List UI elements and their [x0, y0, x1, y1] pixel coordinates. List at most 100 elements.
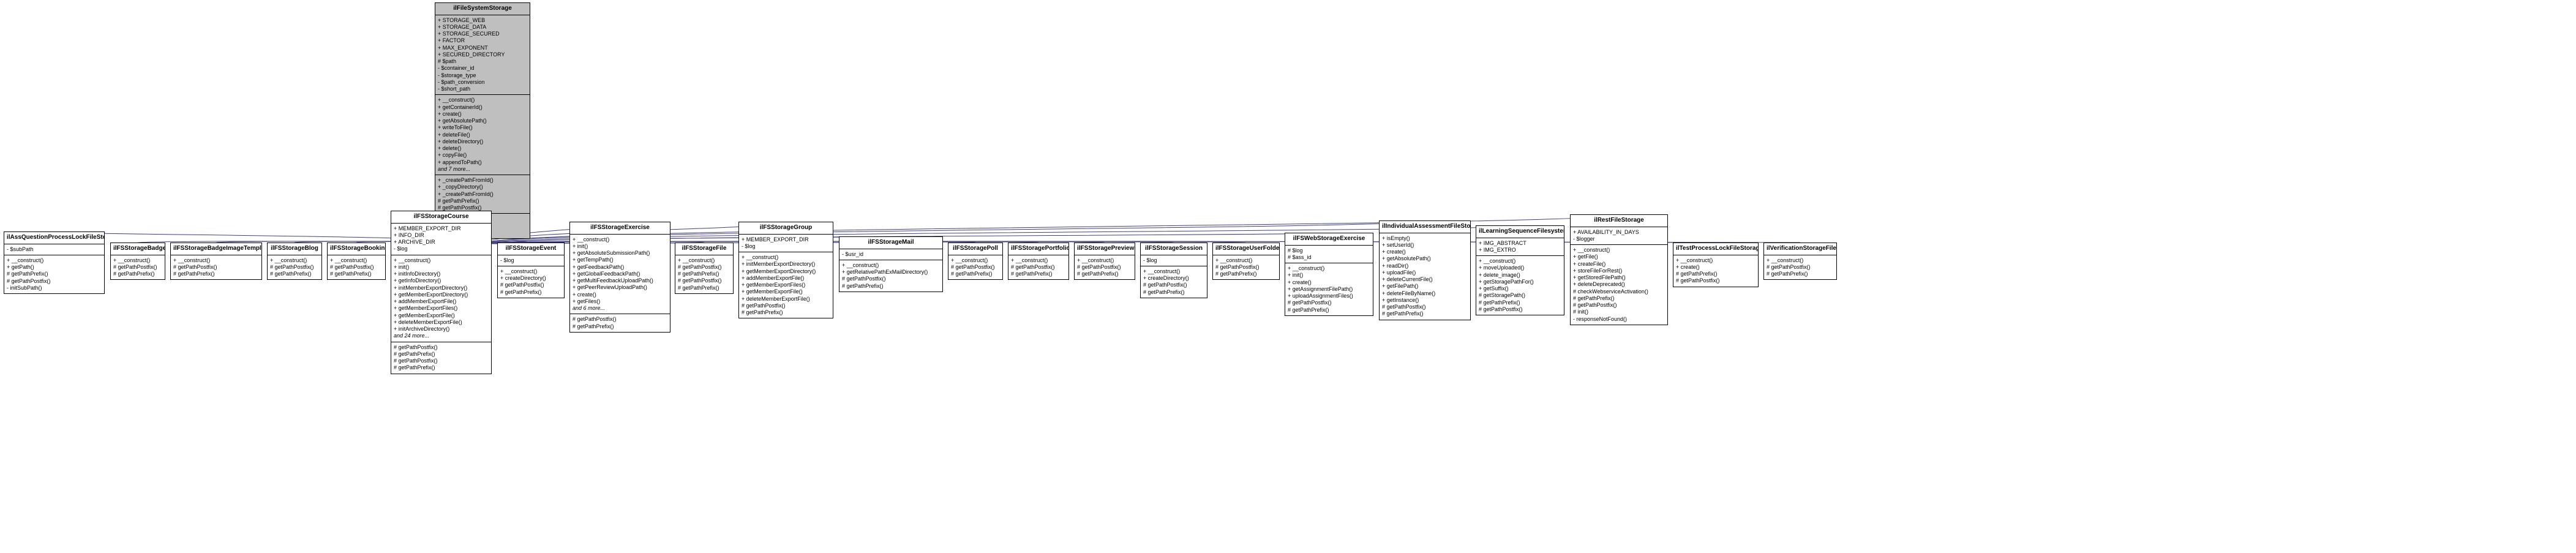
class-node-ilIndividualAssessmentFileStorage[interactable]: ilIndividualAssessmentFileStorage+ isEmp… [1379, 220, 1471, 320]
class-title: ilFSStorageFile [675, 243, 733, 255]
class-title: ilVerificationStorageFile [1764, 243, 1836, 255]
member-item: + _copyDirectory() [438, 184, 527, 190]
member-item: # getPathPostfix() [1767, 264, 1834, 271]
member-item: # getPathPostfix() [951, 264, 1000, 271]
member-item: # getPathPrefix() [1143, 289, 1204, 296]
class-node-ilLearningSequenceFilesystem[interactable]: ilLearningSequenceFilesystem+ IMG_ABSTRA… [1476, 225, 1564, 315]
member-item: # getPathPostfix() [1077, 264, 1132, 271]
class-title: ilAssQuestionProcessLockFileStorage [4, 232, 104, 244]
member-item: # $path [438, 58, 527, 65]
member-item: + getAssignmentFilePath() [1288, 286, 1370, 293]
member-item: + deleteDeprecated() [1573, 281, 1665, 288]
member-item: # getPathPostfix() [842, 276, 940, 282]
member-item: + init() [1288, 272, 1370, 279]
member-item: + copyFile() [438, 152, 527, 159]
member-item: + deleteFile() [438, 132, 527, 138]
member-item: # getPathPrefix() [951, 271, 1000, 277]
member-item: + getMemberExportFiles() [394, 305, 489, 312]
member-item: + createFile() [1573, 261, 1665, 268]
member-item: + addMemberExportFile() [742, 275, 830, 282]
member-item: + __construct() [1676, 257, 1756, 264]
member-item: + __construct() [1143, 268, 1204, 275]
class-title: ilFSStorageBadgeImageTemplate [171, 243, 261, 255]
member-item: + initArchiveDirectory() [394, 326, 489, 333]
member-item: + IMG_EXTRO [1479, 247, 1561, 254]
member-item: + initMemberExportDirectory() [394, 285, 489, 292]
member-item: + create() [1676, 264, 1756, 271]
class-node-ilFSStorageEvent[interactable]: ilFSStorageEvent- $log+ __construct()+ c… [497, 243, 565, 298]
class-node-ilAssQuestionProcessLockFileStorage[interactable]: ilAssQuestionProcessLockFileStorage- $su… [4, 231, 105, 294]
member-item: + getPath() [7, 264, 102, 271]
member-item: - $logger [1573, 236, 1665, 243]
member-item: + __construct() [1767, 257, 1834, 264]
member-item: + __construct() [573, 236, 667, 243]
class-node-ilFSStorageBooking[interactable]: ilFSStorageBooking + __construct()# getPa… [327, 243, 386, 280]
member-item: + STORAGE_DATA [438, 24, 527, 31]
member-item: + getFilePath() [1382, 283, 1468, 290]
member-item: + getMultiFeedbackUploadPath() [573, 277, 667, 284]
member-item: + getMemberExportDirectory() [394, 292, 489, 298]
member-item: + __construct() [842, 262, 940, 269]
member-item: # getPathPrefix() [1479, 299, 1561, 306]
class-node-ilFSStorageFile[interactable]: ilFSStorageFile+ __construct()# getPathP… [675, 243, 734, 294]
member-item: + __construct() [330, 257, 383, 264]
class-node-ilFSStorageUserFolder[interactable]: ilFSStorageUserFolder+ __construct()# ge… [1212, 243, 1280, 280]
class-node-ilFSStoragePreview[interactable]: ilFSStoragePreview+ __construct()# getPa… [1074, 243, 1135, 280]
member-item: # getPathPrefix() [1767, 271, 1834, 277]
member-item: # getPathPostfix() [330, 264, 383, 271]
class-node-ilFSStorageBadge[interactable]: ilFSStorageBadge+ __construct()# getPath… [110, 243, 165, 280]
member-item: - $usr_id [842, 251, 940, 258]
member-item: # getPathPrefix() [678, 285, 730, 292]
member-item: + getContainerId() [438, 104, 527, 111]
member-item: + initMemberExportDirectory() [742, 261, 830, 268]
member-item: + __construct() [270, 257, 319, 264]
member-item: # getPathPrefix() [1288, 307, 1370, 314]
class-title: ilFSStorageUserFolder [1213, 243, 1279, 255]
member-item: + __construct() [1215, 257, 1277, 264]
class-node-ilRestFileStorage[interactable]: ilRestFileStorage+ AVAILABILITY_IN_DAYS-… [1570, 214, 1668, 325]
member-item: - $log [742, 243, 830, 250]
member-item: # $log [1288, 247, 1370, 254]
class-node-ilFSStorageSession[interactable]: ilFSStorageSession- $log+ __construct()+… [1140, 243, 1207, 298]
class-title: ilTestProcessLockFileStorage [1673, 243, 1758, 255]
class-node-ilVerificationStorageFile[interactable]: ilVerificationStorageFile + __construct()… [1763, 243, 1837, 280]
class-title: ilFSStorageExercise [570, 222, 670, 235]
class-node-ilFSStorageBadgeImageTemplate[interactable]: ilFSStorageBadgeImageTemplate+ __constru… [170, 243, 262, 280]
member-item: + INFO_DIR [394, 232, 489, 239]
member-item: # getPathPrefix() [742, 309, 830, 316]
class-node-ilFSStorageCourse[interactable]: ilFSStorageCourse+ MEMBER_EXPORT_DIR+ IN… [391, 211, 492, 374]
member-item: + init() [573, 243, 667, 250]
member-item: # getPathPostfix() [1288, 299, 1370, 306]
member-item: # getPathPostfix() [1382, 304, 1468, 310]
member-item: # getPathPostfix() [742, 303, 830, 309]
class-node-ilFSStorageMail[interactable]: ilFSStorageMail- $usr_id+ __construct()+… [839, 236, 943, 292]
member-item: + getAbsoluteSubmissionPath() [573, 250, 667, 257]
member-item: + deleteMemberExportFile() [742, 296, 830, 303]
member-item: + getFeedbackPath() [573, 264, 667, 271]
class-node-ilFSStoragePoll[interactable]: ilFSStoragePoll+ __construct()# getPathP… [948, 243, 1003, 280]
member-item: + __construct() [1573, 247, 1665, 254]
member-item: + getAbsolutePath() [438, 118, 527, 124]
class-node-ilTestProcessLockFileStorage[interactable]: ilTestProcessLockFileStorage + __construc… [1673, 243, 1759, 287]
member-item: # getPathPostfix() [173, 264, 259, 271]
class-node-ilFSStorageBlog[interactable]: ilFSStorageBlog+ __construct()# getPathP… [267, 243, 322, 280]
member-item: + __construct() [1077, 257, 1132, 264]
member-item: + delete() [438, 145, 527, 152]
class-node-ilFileSystemStorage[interactable]: ilFileSystemStorage+ STORAGE_WEB+ STORAG… [435, 2, 530, 239]
class-title: ilFSStorageBooking [328, 243, 385, 255]
member-item: - $log [1143, 257, 1204, 264]
class-node-ilFSStorageGroup[interactable]: ilFSStorageGroup+ MEMBER_EXPORT_DIR- $lo… [738, 222, 833, 318]
member-item: + moveUploaded() [1479, 265, 1561, 271]
member-item: # getPathPostfix() [573, 316, 667, 323]
class-node-ilFSStoragePortfolio[interactable]: ilFSStoragePortfolio+ __construct()# get… [1008, 243, 1069, 280]
member-item: # getPathPostfix() [394, 358, 489, 364]
class-node-ilFSWebStorageExercise[interactable]: ilFSWebStorageExercise# $log# $ass_id+ _… [1285, 233, 1373, 316]
class-title: ilFSStoragePoll [948, 243, 1002, 255]
member-item: + initInfoDirectory() [394, 271, 489, 277]
member-item: # getPathPostfix() [1573, 302, 1665, 309]
member-item: # getPathPostfix() [500, 282, 561, 288]
member-item: # getPathPrefix() [438, 198, 527, 205]
class-node-ilFSStorageExercise[interactable]: ilFSStorageExercise+ __construct()+ init… [569, 222, 670, 333]
class-title: ilFSStorageGroup [739, 222, 833, 235]
member-item: # getPathPostfix() [1676, 277, 1756, 284]
